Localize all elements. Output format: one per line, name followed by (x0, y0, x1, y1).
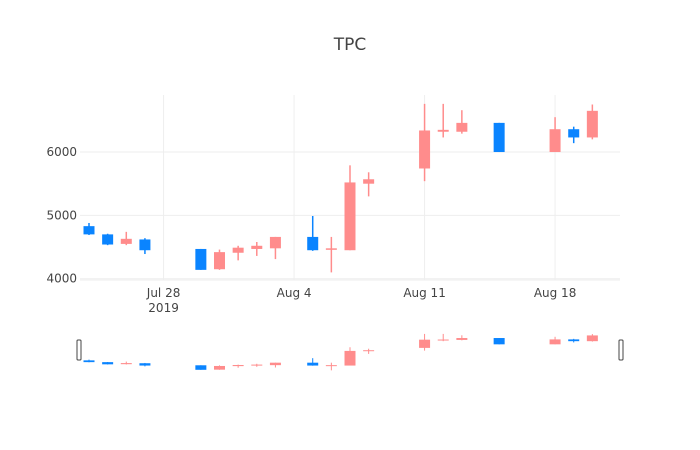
slider-candle-body (269, 362, 281, 366)
candle-body (269, 236, 281, 249)
slider-candle (102, 362, 114, 365)
candle[interactable] (102, 233, 114, 246)
candle[interactable] (363, 172, 375, 197)
candle[interactable] (269, 236, 281, 260)
candle[interactable] (307, 216, 319, 251)
slider-candle (456, 335, 468, 341)
candle-body (251, 245, 263, 249)
candle-body (363, 179, 375, 184)
x-tick-label: Aug 4 (277, 286, 312, 300)
candle[interactable] (568, 126, 580, 144)
slider-candle-body (232, 365, 244, 367)
candle-body (586, 110, 598, 138)
candle[interactable] (437, 103, 449, 138)
range-slider-handles[interactable] (76, 339, 624, 361)
slider-candle-body (363, 350, 375, 352)
candle[interactable] (549, 117, 561, 153)
candle-body (139, 239, 151, 251)
candle-body (83, 226, 95, 235)
slider-candle (269, 362, 281, 368)
candle-body (325, 248, 337, 250)
chart-title: TPC (333, 35, 367, 55)
slider-candle (419, 333, 431, 351)
slider-candle-body (120, 363, 132, 365)
range-slider[interactable] (83, 333, 598, 371)
candle[interactable] (120, 231, 132, 246)
candles[interactable] (83, 103, 598, 273)
slider-candle (549, 336, 561, 345)
slider-candle-body (568, 339, 580, 342)
x-tick-label: Aug 18 (534, 286, 577, 300)
candle[interactable] (139, 238, 151, 255)
slider-candle-body (437, 339, 449, 341)
y-tick-label: 5000 (46, 208, 77, 222)
candle-body (493, 122, 505, 153)
slider-candle-body (214, 365, 225, 370)
slider-candle (568, 338, 580, 343)
candle-body (549, 129, 561, 153)
x-tick-label: Aug 11 (403, 286, 446, 300)
slider-candle (307, 358, 319, 366)
candle-body (419, 130, 431, 169)
slider-candle (251, 363, 263, 367)
slider-candle-body (325, 365, 337, 367)
candle-body (102, 234, 114, 245)
slider-candle-body (139, 363, 151, 366)
candle-body (120, 238, 132, 244)
slider-candle-body (549, 339, 561, 345)
slider-candle-body (102, 362, 114, 365)
candle[interactable] (214, 249, 225, 270)
candle[interactable] (325, 236, 337, 273)
candle[interactable] (232, 245, 244, 261)
grid (80, 95, 620, 281)
range-slider-left-handle[interactable] (76, 339, 82, 361)
slider-candle (363, 348, 375, 354)
range-slider-right-handle[interactable] (618, 339, 624, 361)
slider-candle (325, 362, 337, 371)
slider-candle-body (195, 365, 207, 370)
candle[interactable] (344, 165, 356, 251)
candle-body (568, 129, 580, 138)
slider-candle (344, 347, 356, 366)
candle-body (456, 122, 468, 132)
slider-candle-body (419, 339, 431, 348)
slider-candle-body (83, 360, 95, 363)
slider-candle (120, 361, 132, 365)
candle[interactable] (493, 122, 505, 153)
slider-candle-body (493, 338, 505, 345)
candle-body (344, 182, 356, 251)
slider-candle (83, 359, 95, 363)
candle[interactable] (456, 110, 468, 134)
y-tick-label: 6000 (46, 145, 77, 159)
slider-candle-body (586, 335, 598, 342)
slider-candle-body (344, 350, 356, 366)
slider-candle (232, 364, 244, 368)
candle[interactable] (586, 104, 598, 140)
slider-candle (586, 334, 598, 342)
candle-body (437, 129, 449, 132)
slider-candle (139, 362, 151, 367)
slider-candle-body (251, 364, 263, 366)
candle[interactable] (251, 241, 263, 256)
slider-candle-body (307, 362, 319, 366)
slider-candle (437, 333, 449, 342)
slider-candle (493, 338, 505, 345)
y-tick-label: 4000 (46, 272, 77, 286)
slider-candle-body (456, 338, 468, 340)
x-tick-label: Jul 28 (146, 286, 181, 300)
candle[interactable] (195, 248, 207, 270)
candle-body (307, 236, 319, 251)
candle-body (195, 248, 207, 270)
candle-body (232, 247, 244, 253)
candle-body (214, 252, 225, 270)
candle[interactable] (83, 222, 95, 236)
slider-candle (195, 365, 207, 370)
candle[interactable] (419, 103, 431, 182)
x-tick-sublabel: 2019 (148, 301, 179, 315)
slider-candle (214, 365, 225, 370)
